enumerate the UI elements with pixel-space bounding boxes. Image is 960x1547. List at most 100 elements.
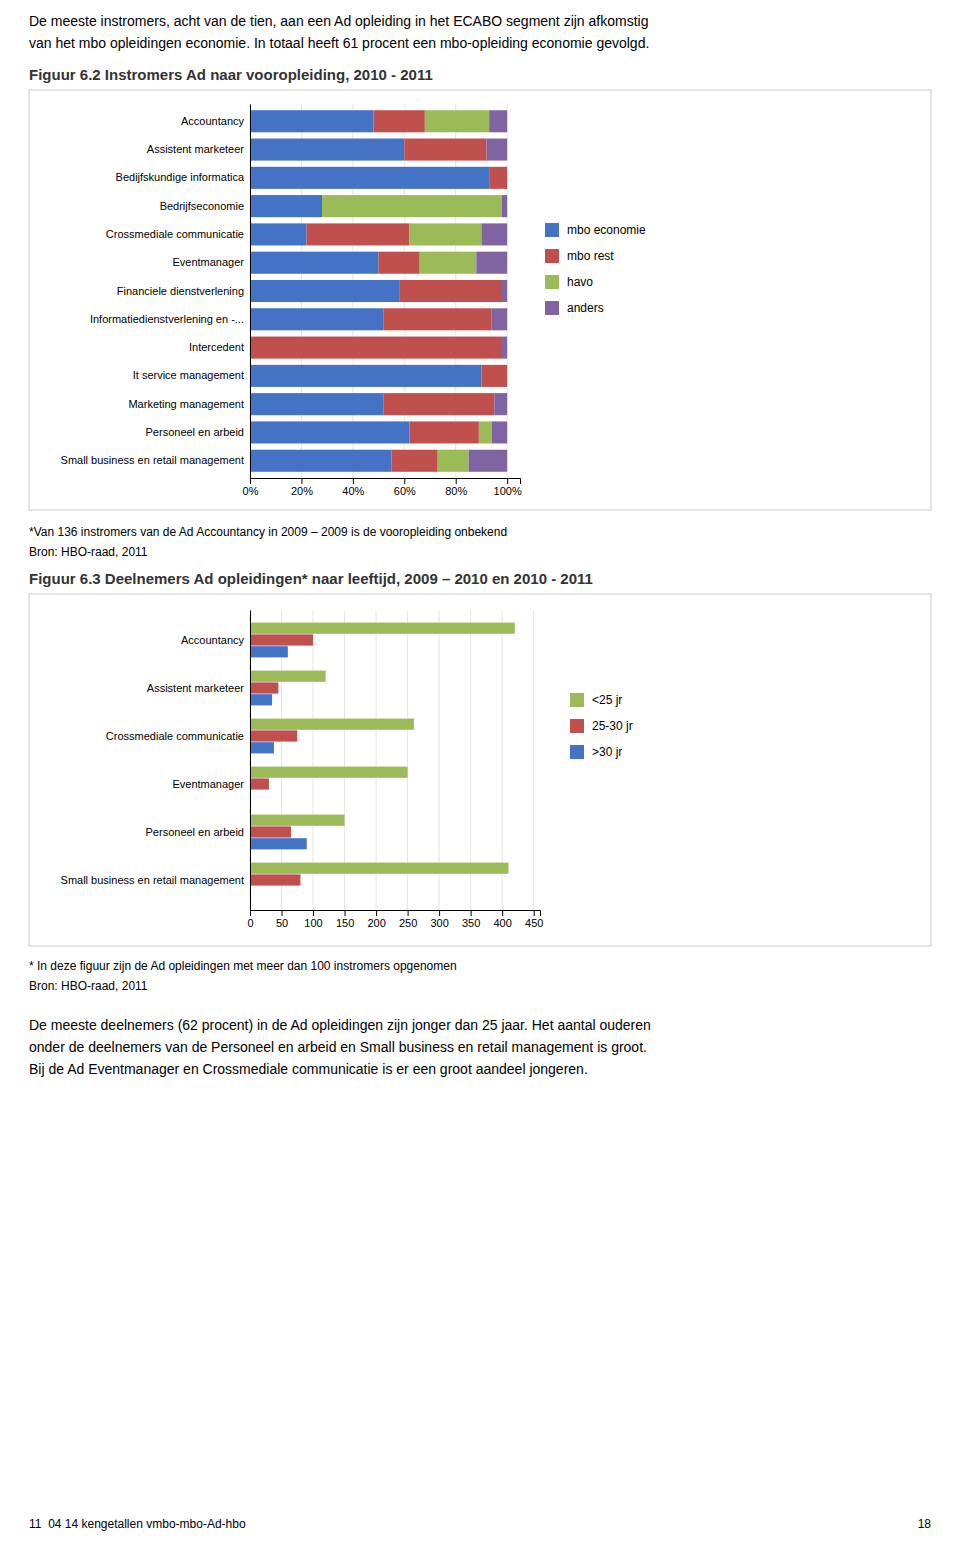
y-tick: Bedrijfseconomie bbox=[160, 200, 244, 212]
grid-line bbox=[533, 610, 534, 910]
y-tick-label: Eventmanager bbox=[172, 256, 244, 268]
y-tick-label: Crossmediale communicatie bbox=[106, 228, 244, 240]
bar bbox=[492, 421, 507, 443]
bar bbox=[250, 195, 322, 217]
figure-frame bbox=[29, 594, 931, 946]
x-tick: 50 bbox=[276, 910, 288, 929]
x-tick: 400 bbox=[493, 910, 511, 929]
bar bbox=[487, 139, 508, 161]
y-tick: It service management bbox=[133, 369, 244, 381]
legend-item: anders bbox=[545, 301, 604, 315]
bar bbox=[379, 252, 420, 274]
bar bbox=[409, 223, 481, 245]
legend-label: mbo economie bbox=[567, 223, 646, 237]
legend-swatch bbox=[570, 693, 584, 707]
bar bbox=[307, 223, 410, 245]
grid bbox=[250, 610, 534, 910]
bar bbox=[507, 365, 508, 387]
bar bbox=[250, 778, 269, 789]
legend-swatch bbox=[545, 275, 559, 289]
y-tick-label: Eventmanager bbox=[172, 778, 244, 790]
legend-label: >30 jr bbox=[592, 745, 622, 759]
x-tick: 350 bbox=[462, 910, 480, 929]
y-tick-label: It service management bbox=[133, 369, 244, 381]
bar bbox=[479, 421, 492, 443]
y-tick-label: Financiele dienstverlening bbox=[117, 285, 244, 297]
bar bbox=[469, 450, 508, 472]
x-tick: 0% bbox=[243, 478, 259, 497]
bar bbox=[250, 838, 307, 849]
chart: Figuur 6.3 Deelnemers Ad opleidingen* na… bbox=[29, 570, 931, 993]
y-tick: Accountancy bbox=[181, 634, 244, 646]
bar bbox=[489, 167, 507, 189]
bar bbox=[250, 682, 278, 693]
bar bbox=[391, 450, 437, 472]
x-axis: 0%20%40%60%80%100% bbox=[243, 478, 522, 497]
y-tick-label: Personeel en arbeid bbox=[146, 826, 244, 838]
bar bbox=[384, 393, 495, 415]
x-tick-label: 200 bbox=[367, 917, 385, 929]
x-tick-mark bbox=[404, 478, 405, 484]
y-tick: Accountancy bbox=[181, 115, 244, 127]
x-tick-mark bbox=[301, 478, 302, 484]
y-axis: AccountancyAssistent marketeerBedijfskun… bbox=[61, 105, 251, 479]
chart-title: Figuur 6.2 Instromers Ad naar vooropleid… bbox=[29, 66, 433, 83]
bar bbox=[250, 110, 373, 132]
bar bbox=[438, 450, 469, 472]
y-tick: Financiele dienstverlening bbox=[117, 285, 244, 297]
x-tick-label: 400 bbox=[493, 917, 511, 929]
bar bbox=[250, 694, 272, 705]
y-tick-label: Informatiedienstverlening en -... bbox=[90, 313, 244, 325]
y-tick-label: Assistent marketeer bbox=[147, 682, 245, 694]
grid-line bbox=[250, 104, 251, 478]
x-tick-mark bbox=[471, 910, 472, 916]
y-tick: Marketing management bbox=[128, 398, 244, 410]
x-tick-mark bbox=[502, 910, 503, 916]
y-tick: Crossmediale communicatie bbox=[106, 228, 244, 240]
bar bbox=[250, 223, 307, 245]
x-tick-mark bbox=[345, 910, 346, 916]
y-axis-line bbox=[250, 105, 251, 479]
legend-item: >30 jr bbox=[570, 745, 622, 759]
x-axis-line bbox=[251, 479, 521, 485]
chart-note: Bron: HBO-raad, 2011 bbox=[29, 979, 148, 993]
x-axis: 050100150200250300350400450 bbox=[247, 910, 543, 929]
x-tick-label: 80% bbox=[445, 485, 467, 497]
x-tick: 300 bbox=[430, 910, 448, 929]
bar bbox=[250, 634, 313, 645]
paragraph-text: onder de deelnemers van de Personeel en … bbox=[29, 1039, 647, 1055]
x-tick-label: 350 bbox=[462, 917, 480, 929]
bar bbox=[322, 195, 502, 217]
x-tick-mark bbox=[376, 910, 377, 916]
chart-title: Figuur 6.3 Deelnemers Ad opleidingen* na… bbox=[29, 570, 593, 587]
legend-item: havo bbox=[545, 275, 593, 289]
bar bbox=[250, 393, 384, 415]
x-tick: 100 bbox=[304, 910, 322, 929]
bar bbox=[250, 167, 489, 189]
x-tick: 200 bbox=[367, 910, 385, 929]
x-tick: 20% bbox=[291, 478, 313, 497]
footer-left: 11 04 14 kengetallen vmbo-mbo-Ad-hbo bbox=[29, 1517, 246, 1531]
x-tick-mark bbox=[456, 478, 457, 484]
plot-area bbox=[250, 623, 515, 886]
legend: mbo economiembo resthavoanders bbox=[545, 223, 646, 315]
x-tick-label: 450 bbox=[525, 917, 543, 929]
bar bbox=[399, 280, 502, 302]
chart-note: Bron: HBO-raad, 2011 bbox=[29, 545, 148, 559]
bar bbox=[250, 719, 414, 730]
y-tick-label: Bedrijfseconomie bbox=[160, 200, 244, 212]
x-tick-mark bbox=[534, 910, 535, 916]
bar bbox=[481, 223, 507, 245]
x-tick-label: 100 bbox=[304, 917, 322, 929]
x-tick: 80% bbox=[445, 478, 467, 497]
bar bbox=[250, 280, 399, 302]
paragraph-text: De meeste deelnemers (62 procent) in de … bbox=[29, 1017, 651, 1033]
y-tick: Assistent marketeer bbox=[147, 143, 245, 155]
y-tick-label: Accountancy bbox=[181, 634, 244, 646]
bar bbox=[489, 110, 507, 132]
grid bbox=[250, 104, 507, 478]
grid-line bbox=[250, 610, 251, 910]
legend-label: anders bbox=[567, 301, 604, 315]
bar bbox=[250, 421, 409, 443]
figure-frame bbox=[29, 90, 931, 510]
